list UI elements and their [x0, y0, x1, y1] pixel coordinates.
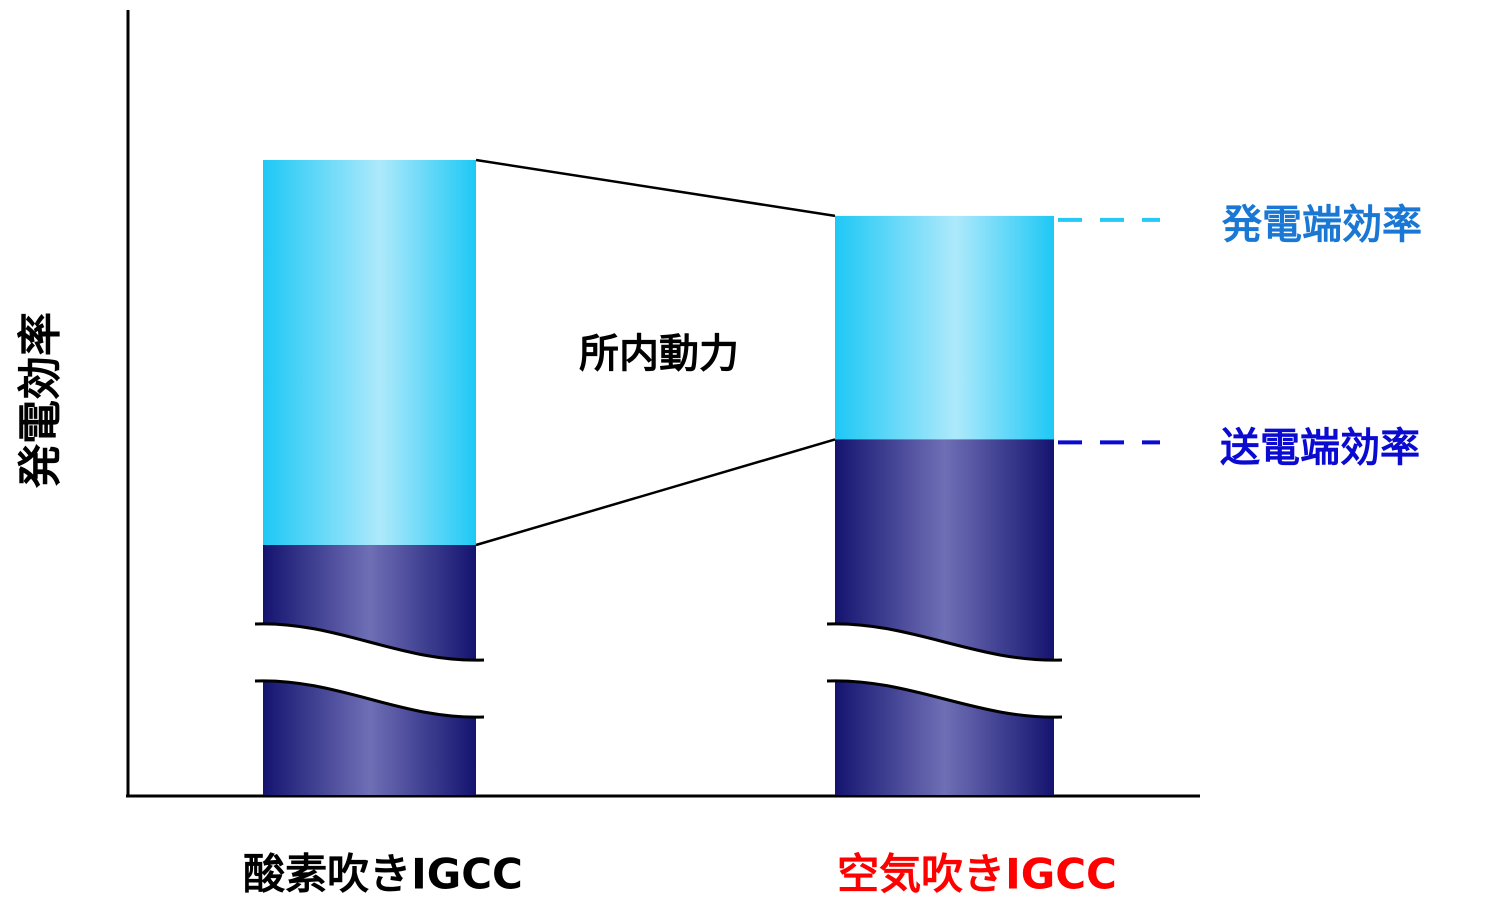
bar-internal-power	[263, 160, 476, 545]
bar-net-efficiency	[835, 439, 1054, 661]
category-label: 酸素吹きIGCC	[243, 850, 523, 899]
axis-break-mark	[826, 622, 1063, 662]
gross-efficiency-label: 発電端効率	[1222, 202, 1422, 248]
net-efficiency-label: 送電端効率	[1220, 425, 1420, 471]
bar-net-efficiency-base	[835, 681, 1054, 795]
bars-layer	[254, 160, 1063, 795]
annotation-lines	[1058, 217, 1160, 445]
axis-break-mark	[826, 679, 1063, 719]
connector-lines	[475, 158, 836, 547]
axis-break-mark	[254, 622, 485, 662]
axis-break-mark	[254, 679, 485, 719]
bar-net-efficiency-base	[263, 681, 476, 795]
bar-net-efficiency	[263, 545, 476, 661]
gap-label: 所内動力	[579, 331, 739, 377]
gross-connector-line	[475, 158, 836, 218]
net-connector-line	[475, 438, 836, 547]
y-axis-label: 発電効率	[15, 312, 66, 489]
category-label: 空気吹きIGCC	[837, 850, 1117, 899]
bar-internal-power	[835, 215, 1054, 440]
